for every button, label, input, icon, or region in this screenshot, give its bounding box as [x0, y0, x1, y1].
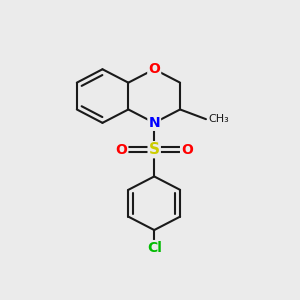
Text: Cl: Cl: [147, 241, 162, 255]
Text: N: N: [148, 116, 160, 130]
Text: O: O: [116, 143, 127, 157]
Text: O: O: [181, 143, 193, 157]
Text: CH₃: CH₃: [209, 114, 230, 124]
Text: S: S: [149, 142, 160, 157]
Text: O: O: [148, 62, 160, 76]
